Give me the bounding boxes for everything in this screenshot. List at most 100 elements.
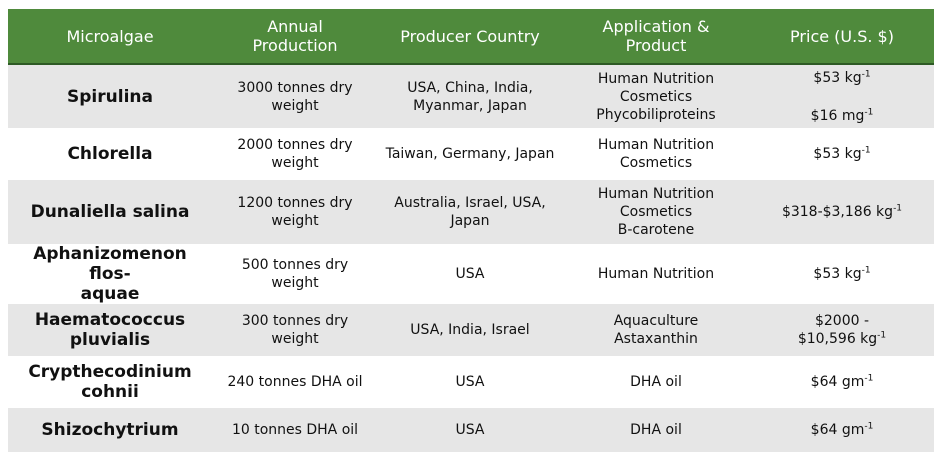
application-text: B-carotene — [617, 222, 695, 238]
header-application-product: Application & Product — [562, 9, 750, 65]
production-text: weight — [271, 213, 319, 229]
cell-annual-production: 240 tonnes DHA oil — [212, 356, 378, 408]
cell-price: $2000 - $10,596 kg-1 — [750, 304, 934, 356]
price-text: $318-$3,186 kg-1 — [781, 203, 903, 220]
application-text: Human Nutrition — [597, 137, 715, 153]
header-label: Annual — [267, 17, 323, 36]
price-text: $64 gm-1 — [810, 421, 874, 438]
application-text: Astaxanthin — [614, 331, 698, 347]
cell-price: $64 gm-1 — [750, 356, 934, 408]
application-text: DHA oil — [630, 374, 682, 390]
price-exponent: -1 — [861, 68, 871, 79]
microalgae-name: pluvialis — [69, 330, 151, 350]
country-text: USA — [455, 422, 485, 438]
country-text: Australia, Israel, USA, — [394, 195, 546, 211]
country-text: Myanmar, Japan — [413, 97, 527, 114]
production-text: 2000 tonnes dry — [237, 137, 353, 153]
country-text: USA, India, Israel — [410, 322, 530, 338]
cell-annual-production: 300 tonnes dry weight — [212, 304, 378, 356]
microalgae-name: Chlorella — [67, 144, 153, 164]
production-text: 240 tonnes DHA oil — [227, 374, 363, 390]
microalgae-name: aquae — [80, 284, 140, 304]
cell-producer-country: Taiwan, Germany, Japan — [378, 128, 562, 180]
price-text: $53 kg-1 — [813, 265, 871, 282]
cell-microalgae: Crypthecodinium cohnii — [8, 356, 212, 408]
country-text: USA — [455, 374, 485, 390]
cell-microalgae: Aphanizomenon flos-aquae — [8, 244, 212, 304]
cell-price: $53 kg-1 — [750, 128, 934, 180]
cell-microalgae: Spirulina — [8, 64, 212, 128]
price-exponent: -1 — [861, 145, 871, 156]
header-annual-production: Annual Production — [212, 9, 378, 65]
production-text: weight — [271, 331, 319, 347]
production-text: 500 tonnes dry — [241, 257, 349, 273]
cell-annual-production: 500 tonnes dry weight — [212, 244, 378, 304]
cell-microalgae: Chlorella — [8, 128, 212, 180]
application-text: Cosmetics — [619, 88, 693, 105]
country-text: Japan — [450, 213, 490, 229]
price-exponent: -1 — [861, 265, 871, 276]
cell-producer-country: USA — [378, 356, 562, 408]
cell-microalgae: Shizochytrium — [8, 408, 212, 452]
cell-application-product: Human Nutrition — [562, 244, 750, 304]
microalgae-name: Haematococcus — [34, 310, 186, 330]
header-price: Price (U.S. $) — [750, 9, 934, 65]
cell-producer-country: USA, India, Israel — [378, 304, 562, 356]
production-text: 10 tonnes DHA oil — [231, 422, 359, 438]
header-producer-country: Producer Country — [378, 9, 562, 65]
application-text: Human Nutrition — [597, 266, 715, 282]
microalgae-name: Crypthecodinium — [28, 362, 192, 382]
application-text: Cosmetics — [619, 155, 693, 171]
cell-producer-country: Australia, Israel, USA, Japan — [378, 180, 562, 244]
country-text: Taiwan, Germany, Japan — [385, 146, 555, 162]
cell-annual-production: 1200 tonnes dry weight — [212, 180, 378, 244]
header-label: Application & — [602, 17, 710, 36]
price-exponent: -1 — [864, 373, 874, 384]
application-text: Phycobiliproteins — [596, 106, 716, 123]
table-row: Haematococcus pluvialis 300 tonnes dry weig… — [8, 304, 934, 356]
cell-annual-production: 10 tonnes DHA oil — [212, 408, 378, 452]
application-text: Human Nutrition — [597, 186, 715, 202]
application-text: Cosmetics — [619, 204, 693, 220]
microalgae-name: Aphanizomenon flos- — [33, 244, 187, 284]
production-text: weight — [271, 97, 319, 114]
header-label: Microalgae — [66, 26, 154, 46]
table-row: Crypthecodinium cohnii 240 tonnes DHA oil U… — [8, 356, 934, 408]
header-label: Price (U.S. $) — [790, 26, 894, 46]
table-row: Shizochytrium 10 tonnes DHA oil USA DHA oil… — [8, 408, 934, 452]
price-text: $53 kg-1 — [813, 68, 871, 86]
microalgae-name: Dunaliella salina — [30, 202, 190, 222]
price-text: $16 mg-1 — [810, 106, 874, 124]
table-body: Spirulina 3000 tonnes dry weight USA, China… — [8, 64, 934, 452]
cell-microalgae: Dunaliella salina — [8, 180, 212, 244]
country-text: USA — [455, 266, 485, 282]
production-text: 300 tonnes dry — [241, 313, 349, 329]
table-row: Aphanizomenon flos-aquae 500 tonnes dry we… — [8, 244, 934, 304]
cell-price: $53 kg-1 $16 mg-1 — [750, 64, 934, 128]
cell-price: $53 kg-1 — [750, 244, 934, 304]
application-text: Human Nutrition — [597, 70, 715, 87]
cell-application-product: DHA oil — [562, 408, 750, 452]
table-row: Spirulina 3000 tonnes dry weight USA, China… — [8, 64, 934, 128]
table-container: Microalgae Annual Production Producer Count… — [8, 9, 934, 452]
cell-annual-production: 3000 tonnes dry weight — [212, 64, 378, 128]
header-row: Microalgae Annual Production Producer Count… — [8, 9, 934, 65]
application-text: DHA oil — [630, 422, 682, 438]
microalgae-name: Shizochytrium — [41, 420, 179, 440]
application-text: Aquaculture — [613, 313, 699, 329]
cell-producer-country: USA — [378, 244, 562, 304]
microalgae-name: Spirulina — [67, 86, 153, 107]
production-text: weight — [271, 275, 319, 291]
cell-annual-production: 2000 tonnes dry weight — [212, 128, 378, 180]
header-label: Producer Country — [400, 26, 540, 46]
header-microalgae: Microalgae — [8, 9, 212, 65]
cell-microalgae: Haematococcus pluvialis — [8, 304, 212, 356]
cell-producer-country: USA — [378, 408, 562, 452]
price-exponent: -1 — [864, 421, 874, 432]
price-text: $10,596 kg-1 — [797, 330, 887, 347]
price-exponent: -1 — [877, 330, 887, 341]
production-text: 3000 tonnes dry — [237, 79, 353, 96]
cell-price: $318-$3,186 kg-1 — [750, 180, 934, 244]
microalgae-table: Microalgae Annual Production Producer Count… — [8, 9, 934, 452]
cell-application-product: Human Nutrition Cosmetics — [562, 128, 750, 180]
